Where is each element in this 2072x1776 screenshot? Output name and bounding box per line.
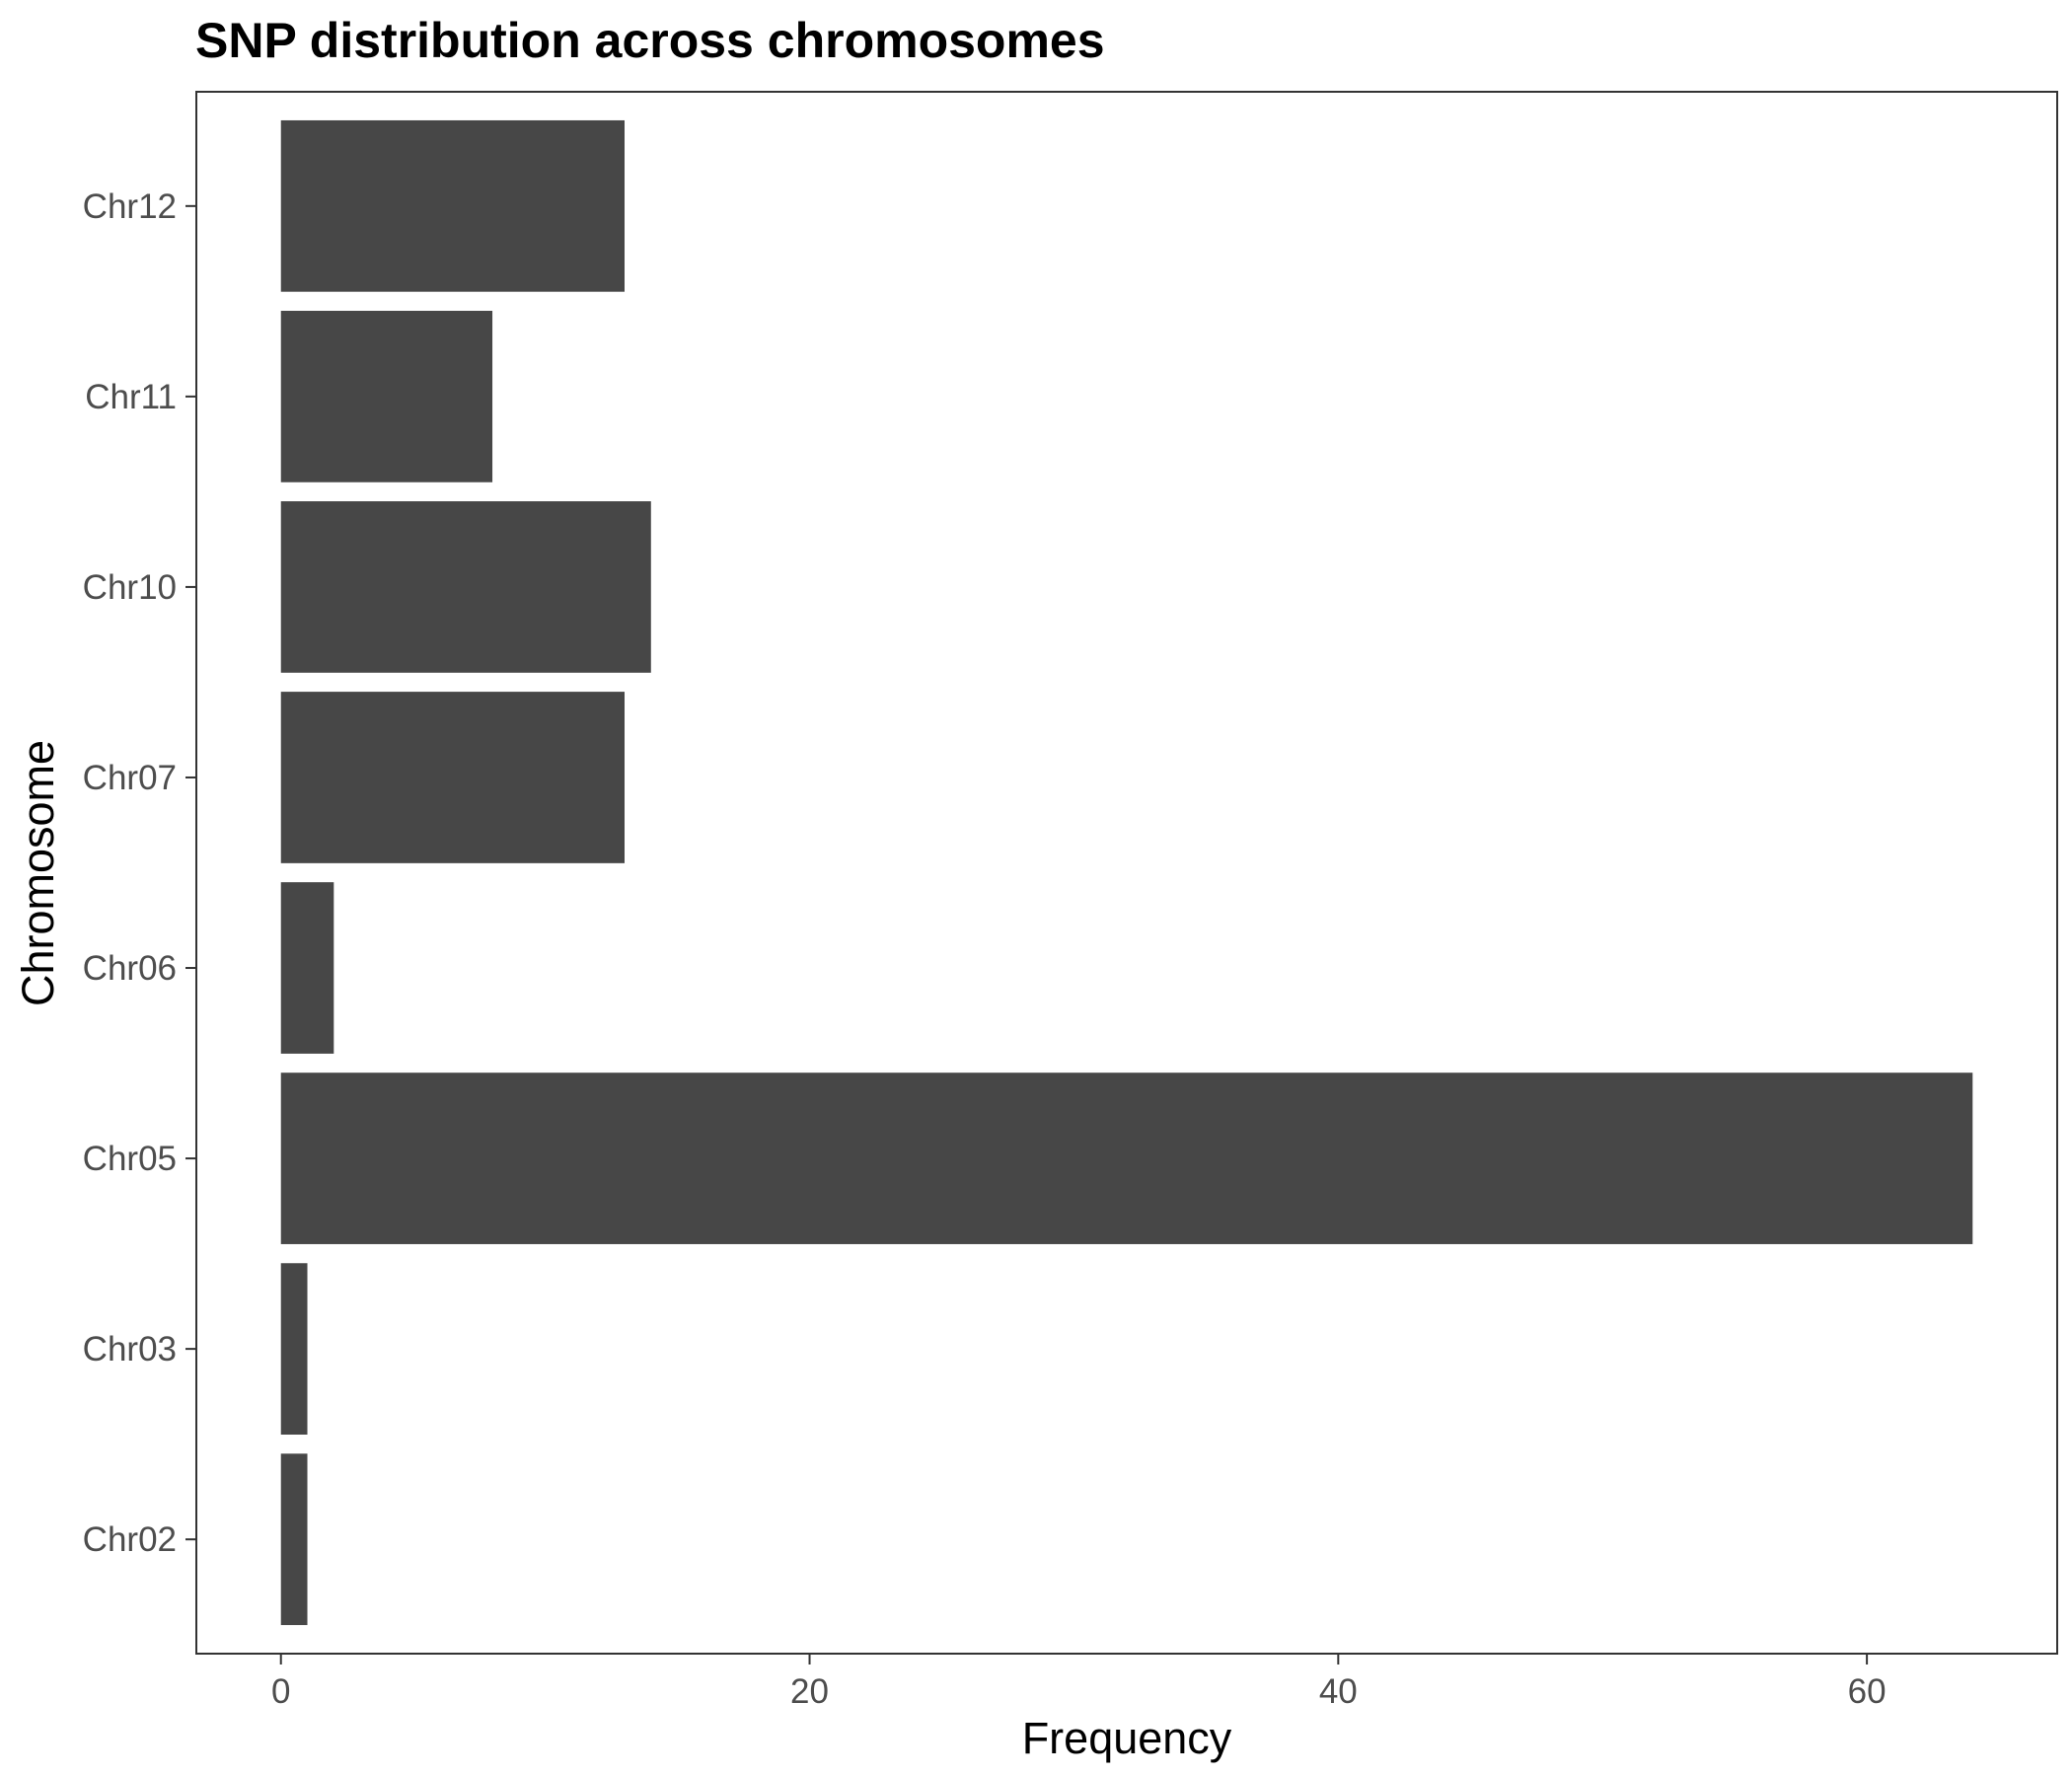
x-tick-label: 40: [1319, 1672, 1358, 1711]
y-axis-title: Chromosome: [13, 740, 63, 1006]
y-tick-label: Chr03: [83, 1330, 177, 1369]
bar-chr05: [280, 1073, 1973, 1244]
x-axis: 0 20 40 60: [271, 1654, 1887, 1711]
y-axis: Chr02 Chr03 Chr05 Chr06 Chr07 Chr10 Chr11 Chr12: [83, 187, 196, 1559]
x-tick-label: 0: [271, 1672, 290, 1711]
chart-title: SNP distribution across chromosomes: [195, 13, 1105, 68]
x-tick-label: 20: [790, 1672, 829, 1711]
plot-panel-border: [195, 91, 2058, 1655]
x-axis-title: Frequency: [1022, 1713, 1232, 1763]
y-tick-label: Chr07: [83, 759, 177, 797]
y-tick-label: Chr12: [83, 187, 177, 226]
bars: [280, 119, 1973, 1626]
bar-chr10: [280, 501, 651, 673]
bar-chr12: [280, 119, 625, 292]
bar-chr11: [280, 311, 493, 482]
bar-chr07: [280, 692, 625, 863]
y-tick-label: Chr11: [85, 378, 177, 416]
y-tick-label: Chr05: [83, 1140, 177, 1178]
y-tick-label: Chr06: [83, 949, 177, 988]
y-tick-label: Chr10: [83, 568, 177, 607]
bar-chr03: [280, 1263, 308, 1435]
x-tick-label: 60: [1848, 1672, 1887, 1711]
y-tick-label: Chr02: [83, 1520, 177, 1559]
bar-chr06: [280, 882, 334, 1054]
bar-chr02: [280, 1453, 308, 1626]
